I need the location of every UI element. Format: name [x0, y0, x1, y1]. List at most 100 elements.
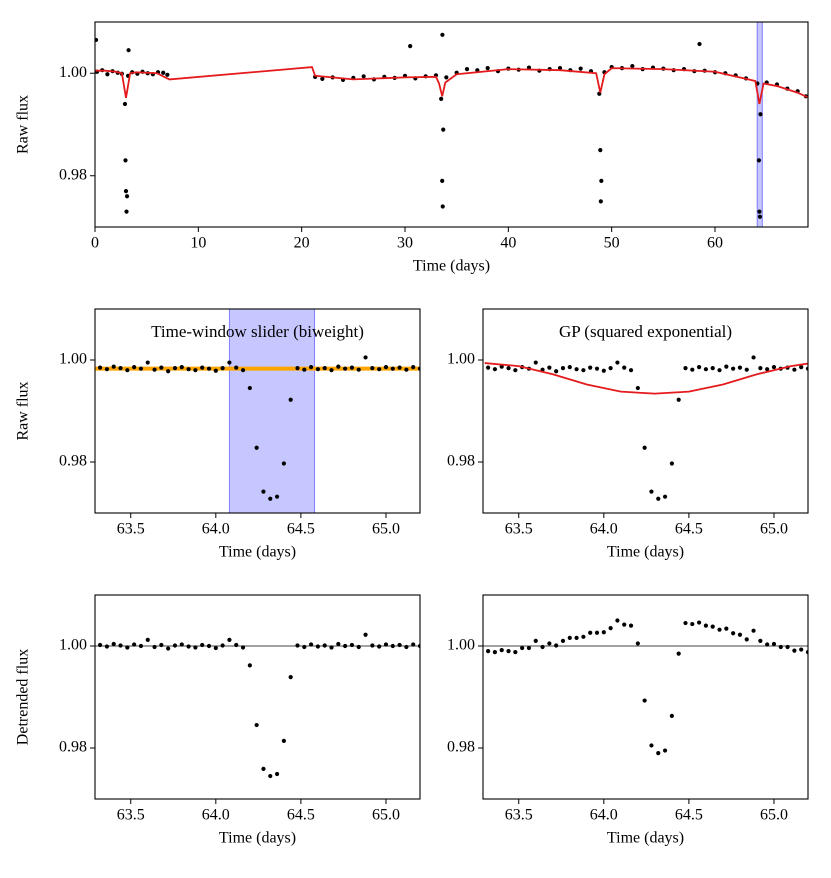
y-tick-label: 1.00: [447, 637, 475, 654]
data-point: [288, 675, 293, 680]
x-tick-label: 64.5: [287, 521, 315, 538]
panel: 63.5 64.0 64.5 65.0 0.98 1.00 Time (days) GP (s…: [447, 308, 809, 561]
data-point: [601, 630, 606, 635]
data-point: [370, 643, 375, 648]
data-point: [172, 366, 178, 371]
data-point: [731, 631, 736, 636]
data-point: [696, 365, 702, 370]
data-point: [758, 366, 763, 371]
x-axis-label: Time (days): [219, 830, 296, 847]
data-point: [731, 366, 736, 371]
data-point: [567, 365, 572, 370]
data-point: [308, 365, 314, 370]
data-point: [320, 76, 325, 81]
data-point: [690, 367, 695, 372]
data-point: [765, 367, 770, 372]
x-tick-label: 65.0: [372, 807, 400, 824]
data-point: [152, 644, 157, 650]
data-point: [124, 194, 130, 199]
y-tick-label: 0.98: [447, 453, 475, 470]
data-point: [799, 647, 804, 652]
data-point: [329, 645, 334, 650]
data-point: [622, 365, 627, 370]
data-point: [268, 773, 273, 779]
x-tick-label: 50: [604, 235, 620, 252]
data-point: [492, 367, 498, 372]
data-point: [315, 367, 321, 372]
data-point: [439, 96, 444, 101]
data-point: [578, 66, 583, 71]
data-point: [288, 397, 293, 402]
data-point: [95, 37, 99, 43]
data-point: [485, 66, 490, 71]
data-point: [574, 635, 579, 640]
data-point: [172, 643, 178, 648]
x-tick-label: 0: [91, 235, 99, 252]
data-point: [635, 385, 640, 391]
plot-area: [484, 355, 808, 501]
data-point: [630, 63, 635, 69]
data-point: [123, 158, 128, 163]
data-point: [261, 489, 266, 494]
axes-frame: [482, 308, 809, 514]
data-point: [567, 635, 572, 640]
y-tick-label: 0.98: [59, 739, 87, 756]
data-point: [329, 368, 334, 373]
panel: 63.5 64.0 64.5 65.0 0.98 1.00 Time (days) Detre…: [15, 594, 421, 847]
y-axis-label: Detrended flux: [15, 649, 32, 745]
data-point: [111, 641, 116, 647]
data-point: [322, 366, 327, 371]
data-point: [159, 365, 164, 370]
data-point: [118, 643, 123, 648]
data-point: [703, 623, 709, 628]
data-point: [758, 638, 763, 644]
data-point: [125, 368, 130, 373]
data-point: [361, 74, 366, 79]
data-point: [486, 365, 491, 370]
data-point: [343, 643, 348, 649]
data-point: [581, 368, 586, 373]
data-point: [193, 368, 198, 373]
data-point: [703, 367, 709, 372]
data-point: [227, 637, 232, 642]
data-point: [138, 366, 144, 371]
data-point: [370, 366, 375, 371]
data-point: [751, 628, 756, 633]
axes-frame: [94, 21, 809, 228]
data-point: [765, 642, 770, 647]
data-point: [411, 642, 416, 647]
data-point: [132, 642, 137, 647]
data-point: [744, 637, 749, 642]
trend-line: [95, 66, 808, 105]
data-point: [138, 643, 144, 649]
data-point: [220, 643, 225, 648]
data-point: [132, 365, 137, 370]
data-point: [111, 364, 116, 369]
data-point: [200, 365, 205, 370]
data-point: [486, 649, 491, 654]
data-point: [464, 67, 470, 72]
data-point: [166, 369, 171, 374]
data-point: [440, 204, 445, 209]
data-point: [186, 367, 191, 372]
x-tick-label: 64.5: [675, 521, 703, 538]
data-point: [724, 626, 729, 631]
data-point: [737, 365, 743, 370]
data-point: [756, 158, 762, 163]
panel: 63.5 64.0 64.5 65.0 0.98 1.00 Time (days) Raw f…: [15, 308, 421, 561]
data-point: [717, 368, 722, 373]
data-point: [669, 713, 674, 718]
data-point: [492, 650, 498, 655]
data-point: [662, 748, 668, 753]
data-point: [642, 698, 647, 703]
axes-frame: [94, 594, 421, 800]
x-tick-label: 64.0: [590, 521, 618, 538]
data-point: [696, 620, 702, 625]
x-tick-label: 64.5: [675, 807, 703, 824]
data-point: [145, 637, 150, 642]
data-point: [145, 360, 150, 365]
x-tick-label: 30: [397, 235, 413, 252]
plot-area: [95, 632, 420, 779]
x-tick-label: 64.0: [590, 807, 618, 824]
data-point: [274, 771, 280, 777]
